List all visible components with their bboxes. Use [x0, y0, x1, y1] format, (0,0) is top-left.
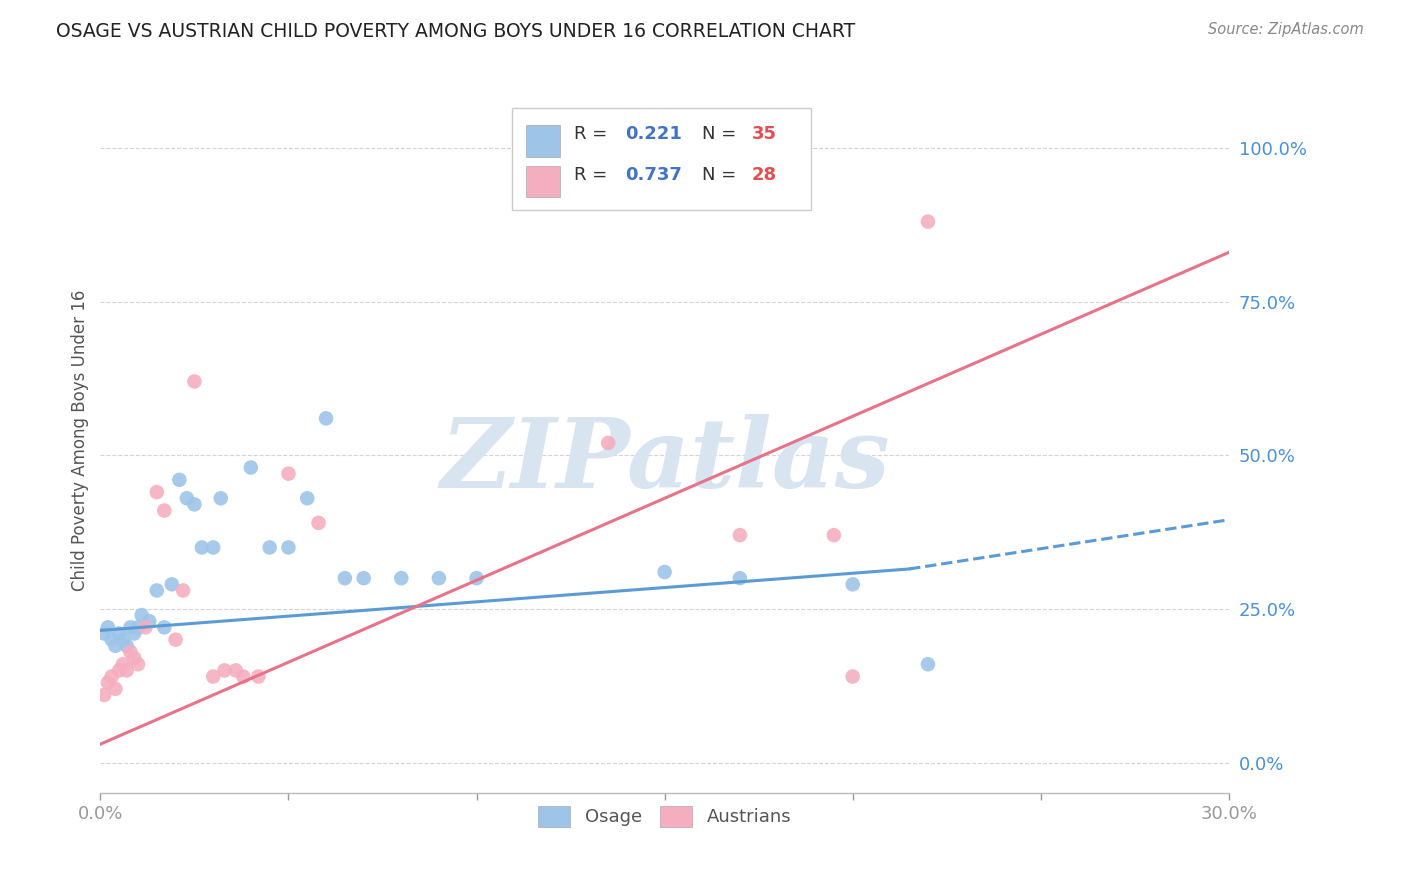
Text: 35: 35	[752, 126, 776, 144]
Osage	[146, 583, 169, 598]
Austrians	[115, 664, 138, 678]
Text: N =: N =	[702, 166, 742, 184]
Osage	[160, 577, 183, 591]
Austrians	[277, 467, 299, 481]
Osage	[108, 626, 131, 640]
Text: ZIPatlas: ZIPatlas	[440, 414, 890, 508]
Text: 28: 28	[752, 166, 776, 184]
Austrians	[308, 516, 330, 530]
Osage	[120, 620, 142, 634]
Osage	[297, 491, 319, 506]
Osage	[333, 571, 356, 585]
Osage	[465, 571, 488, 585]
Osage	[131, 608, 153, 623]
Osage	[259, 541, 281, 555]
Osage	[122, 626, 145, 640]
Austrians	[111, 657, 134, 672]
Austrians	[225, 664, 247, 678]
Austrians	[917, 214, 939, 228]
Osage	[191, 541, 214, 555]
Osage	[93, 626, 115, 640]
Text: N =: N =	[702, 126, 742, 144]
Text: R =: R =	[574, 126, 613, 144]
Austrians	[93, 688, 115, 702]
Osage	[239, 460, 262, 475]
Osage	[209, 491, 232, 506]
Osage	[654, 565, 676, 579]
Austrians	[598, 436, 620, 450]
FancyBboxPatch shape	[526, 125, 560, 157]
Osage	[176, 491, 198, 506]
Osage	[277, 541, 299, 555]
Austrians	[232, 669, 254, 683]
FancyBboxPatch shape	[512, 108, 811, 211]
Osage	[183, 497, 205, 511]
Austrians	[153, 503, 176, 517]
FancyBboxPatch shape	[526, 166, 560, 197]
Text: 0.221: 0.221	[626, 126, 682, 144]
Osage	[169, 473, 191, 487]
Austrians	[97, 675, 120, 690]
Austrians	[104, 681, 127, 696]
Legend: Osage, Austrians: Osage, Austrians	[530, 798, 799, 834]
Osage	[841, 577, 863, 591]
Austrians	[247, 669, 270, 683]
Osage	[97, 620, 120, 634]
Osage	[917, 657, 939, 672]
Osage	[202, 541, 225, 555]
Osage	[100, 632, 122, 647]
Y-axis label: Child Poverty Among Boys Under 16: Child Poverty Among Boys Under 16	[72, 289, 89, 591]
Austrians	[214, 664, 236, 678]
Text: 0.737: 0.737	[626, 166, 682, 184]
Osage	[728, 571, 751, 585]
Austrians	[165, 632, 187, 647]
Austrians	[100, 669, 122, 683]
Text: OSAGE VS AUSTRIAN CHILD POVERTY AMONG BOYS UNDER 16 CORRELATION CHART: OSAGE VS AUSTRIAN CHILD POVERTY AMONG BO…	[56, 22, 855, 41]
Text: R =: R =	[574, 166, 613, 184]
Austrians	[728, 528, 751, 542]
Osage	[153, 620, 176, 634]
Osage	[111, 632, 134, 647]
Austrians	[823, 528, 845, 542]
Osage	[104, 639, 127, 653]
Austrians	[108, 664, 131, 678]
Osage	[389, 571, 412, 585]
Text: Source: ZipAtlas.com: Source: ZipAtlas.com	[1208, 22, 1364, 37]
Osage	[353, 571, 375, 585]
Osage	[427, 571, 450, 585]
Osage	[315, 411, 337, 425]
Austrians	[146, 485, 169, 500]
Austrians	[172, 583, 194, 598]
Osage	[115, 639, 138, 653]
Osage	[138, 614, 160, 628]
Austrians	[183, 375, 205, 389]
Austrians	[120, 645, 142, 659]
Austrians	[134, 620, 156, 634]
Osage	[127, 620, 149, 634]
Austrians	[202, 669, 225, 683]
Austrians	[127, 657, 149, 672]
Austrians	[841, 669, 863, 683]
Austrians	[122, 651, 145, 665]
